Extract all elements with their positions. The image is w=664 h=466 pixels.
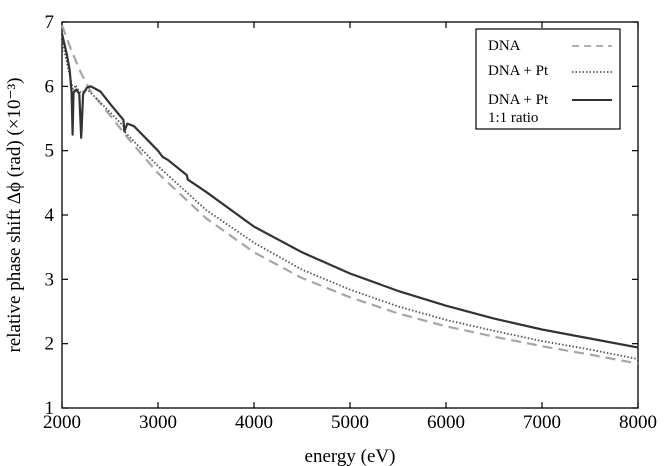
series-line-dna-pt-ratio [60,33,639,349]
x-tick-label: 3000 [139,412,177,433]
x-tick-label: 5000 [331,412,369,433]
x-tick-label: 7000 [523,412,561,433]
legend-label-dna: DNA [488,38,521,54]
y-tick-label: 1 [45,398,55,419]
series-line-dna [60,24,639,365]
x-tick-label: 4000 [235,412,273,433]
x-tick-label: 2000 [43,412,81,433]
x-axis-label: energy (eV) [305,446,396,466]
x-tick-label: 8000 [619,412,657,433]
y-tick-label: 6 [45,76,55,97]
series-line-dna-pt [61,39,639,360]
y-tick-label: 2 [45,334,55,355]
x-tick-label: 6000 [427,412,465,433]
legend-label-dna-pt-ratio: DNA + Pt [488,92,549,108]
legend-label-dna-pt-ratio-line2: 1:1 ratio [488,110,538,126]
y-tick-label: 7 [45,12,55,33]
legend: DNA DNA + Pt DNA + Pt 1:1 ratio [475,28,621,130]
axis-ticks: 2000 3000 4000 5000 6000 7000 8000 1 2 3 4 5 6 7 [43,12,657,433]
series-layer [60,24,639,365]
y-axis-label: relative phase shift Δϕ (rad) (×10⁻³) [4,78,25,353]
y-tick-label: 4 [45,205,55,226]
y-tick-label: 3 [45,269,55,290]
legend-label-dna-pt: DNA + Pt [488,63,549,79]
y-tick-label: 5 [45,141,55,162]
